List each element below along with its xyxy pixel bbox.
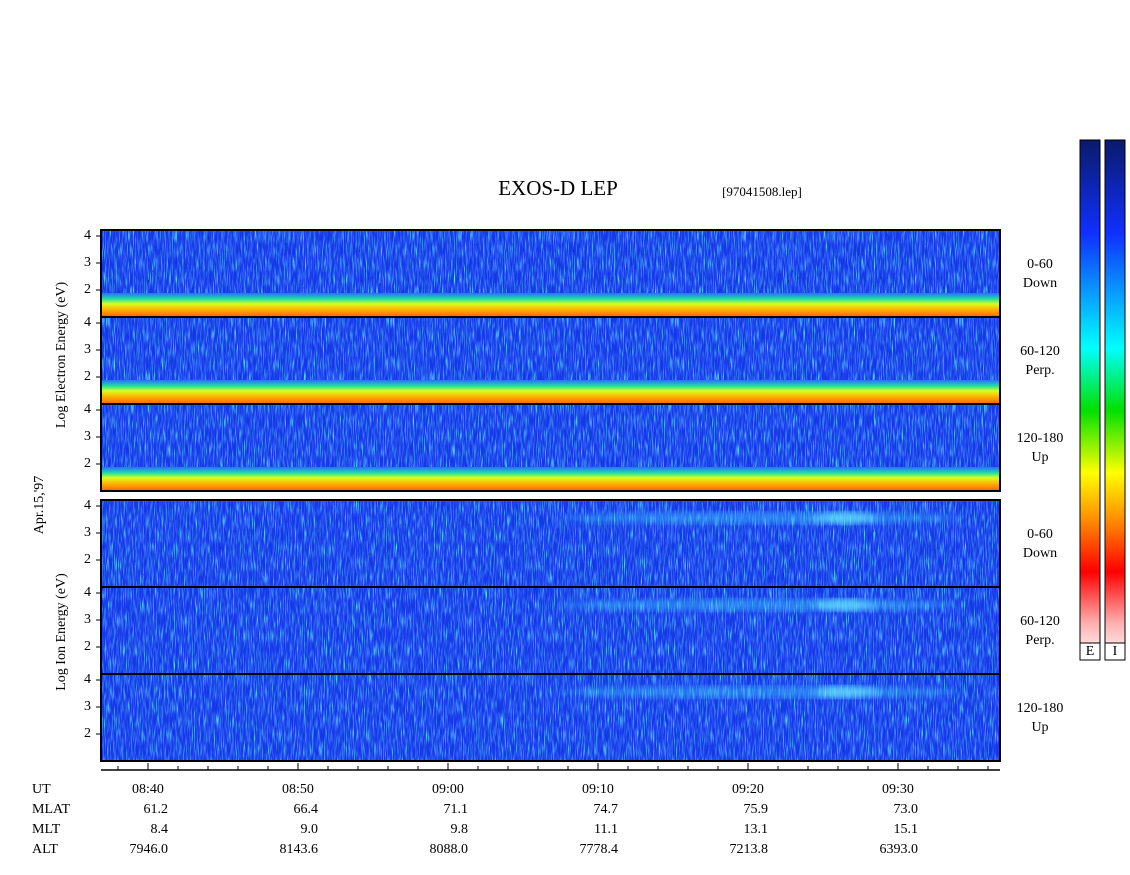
row-value: 73.0 xyxy=(894,802,919,817)
color-bar xyxy=(1104,139,1126,661)
direction-label: Down xyxy=(1023,276,1057,291)
electron-band xyxy=(101,467,1000,491)
y-tick-label: 4 xyxy=(84,402,91,417)
y-tick-label: 2 xyxy=(84,552,91,567)
y-tick-label: 4 xyxy=(84,672,91,687)
row-value: 6393.0 xyxy=(880,842,919,857)
ion-feature xyxy=(560,599,960,611)
ion-feature xyxy=(560,686,960,698)
color-bar-label: E xyxy=(1086,644,1095,659)
y-tick-label: 2 xyxy=(84,726,91,741)
ion-feature xyxy=(560,512,960,524)
sparse-counts xyxy=(101,230,1000,290)
direction-label: Perp. xyxy=(1025,363,1054,378)
row-value: 61.2 xyxy=(144,802,169,817)
row-value: 8143.6 xyxy=(280,842,319,857)
time-label: 09:30 xyxy=(882,782,914,797)
ion-feature xyxy=(815,599,875,611)
row-value: 8.4 xyxy=(151,822,169,837)
panel-frame xyxy=(100,403,1001,492)
pitch-label: 120-180 xyxy=(1017,431,1064,446)
pitch-label: 0-60 xyxy=(1027,257,1053,272)
row-value: 8088.0 xyxy=(430,842,469,857)
color-bar-label-box xyxy=(1079,642,1101,661)
time-label: 08:40 xyxy=(132,782,164,797)
pitch-label: 60-120 xyxy=(1020,344,1060,359)
y-tick-label: 3 xyxy=(84,255,91,270)
row-value: 7213.8 xyxy=(730,842,769,857)
ion-feature xyxy=(815,512,875,524)
y-tick-label: 3 xyxy=(84,612,91,627)
row-label: UT xyxy=(32,782,51,797)
row-value: 66.4 xyxy=(294,802,319,817)
y-tick-label: 4 xyxy=(84,498,91,513)
y-tick-label: 3 xyxy=(84,525,91,540)
ion-feature xyxy=(815,686,875,698)
y-tick-label: 2 xyxy=(84,456,91,471)
pitch-label: 0-60 xyxy=(1027,527,1053,542)
row-value: 9.8 xyxy=(451,822,469,837)
panel-frame xyxy=(100,673,1001,762)
ion-axis-label: Log Ion Energy (eV) xyxy=(54,573,69,691)
row-label: MLAT xyxy=(32,802,71,817)
date-label: Apr.15,'97 xyxy=(32,476,47,535)
time-label: 08:50 xyxy=(282,782,314,797)
direction-label: Up xyxy=(1031,720,1048,735)
time-label: 09:10 xyxy=(582,782,614,797)
title: EXOS-D LEP xyxy=(498,176,618,200)
row-value: 7946.0 xyxy=(130,842,169,857)
y-tick-label: 2 xyxy=(84,282,91,297)
y-tick-label: 4 xyxy=(84,315,91,330)
row-value: 9.0 xyxy=(301,822,319,837)
row-value: 71.1 xyxy=(444,802,469,817)
color-bar xyxy=(1079,139,1101,661)
y-tick-label: 2 xyxy=(84,369,91,384)
y-tick-label: 4 xyxy=(84,228,91,243)
y-tick-label: 3 xyxy=(84,699,91,714)
row-label: ALT xyxy=(32,842,58,857)
direction-label: Down xyxy=(1023,546,1057,561)
row-value: 7778.4 xyxy=(580,842,619,857)
y-tick-label: 3 xyxy=(84,342,91,357)
electron-axis-label: Log Electron Energy (eV) xyxy=(54,282,69,429)
row-value: 11.1 xyxy=(594,822,618,837)
y-tick-label: 4 xyxy=(84,585,91,600)
row-value: 75.9 xyxy=(744,802,769,817)
direction-label: Perp. xyxy=(1025,633,1054,648)
color-bar-label-box xyxy=(1104,642,1126,661)
row-value: 15.1 xyxy=(894,822,919,837)
row-label: MLT xyxy=(32,822,61,837)
pitch-label: 60-120 xyxy=(1020,614,1060,629)
row-value: 74.7 xyxy=(594,802,619,817)
row-value: 13.1 xyxy=(744,822,769,837)
time-label: 09:20 xyxy=(732,782,764,797)
file-name: [97041508.lep] xyxy=(722,184,802,199)
time-label: 09:00 xyxy=(432,782,464,797)
y-tick-label: 2 xyxy=(84,639,91,654)
electron-band xyxy=(101,293,1000,317)
electron-band xyxy=(101,380,1000,404)
y-tick-label: 3 xyxy=(84,429,91,444)
pitch-label: 120-180 xyxy=(1017,701,1064,716)
direction-label: Up xyxy=(1031,450,1048,465)
color-bar-label: I xyxy=(1113,644,1118,659)
